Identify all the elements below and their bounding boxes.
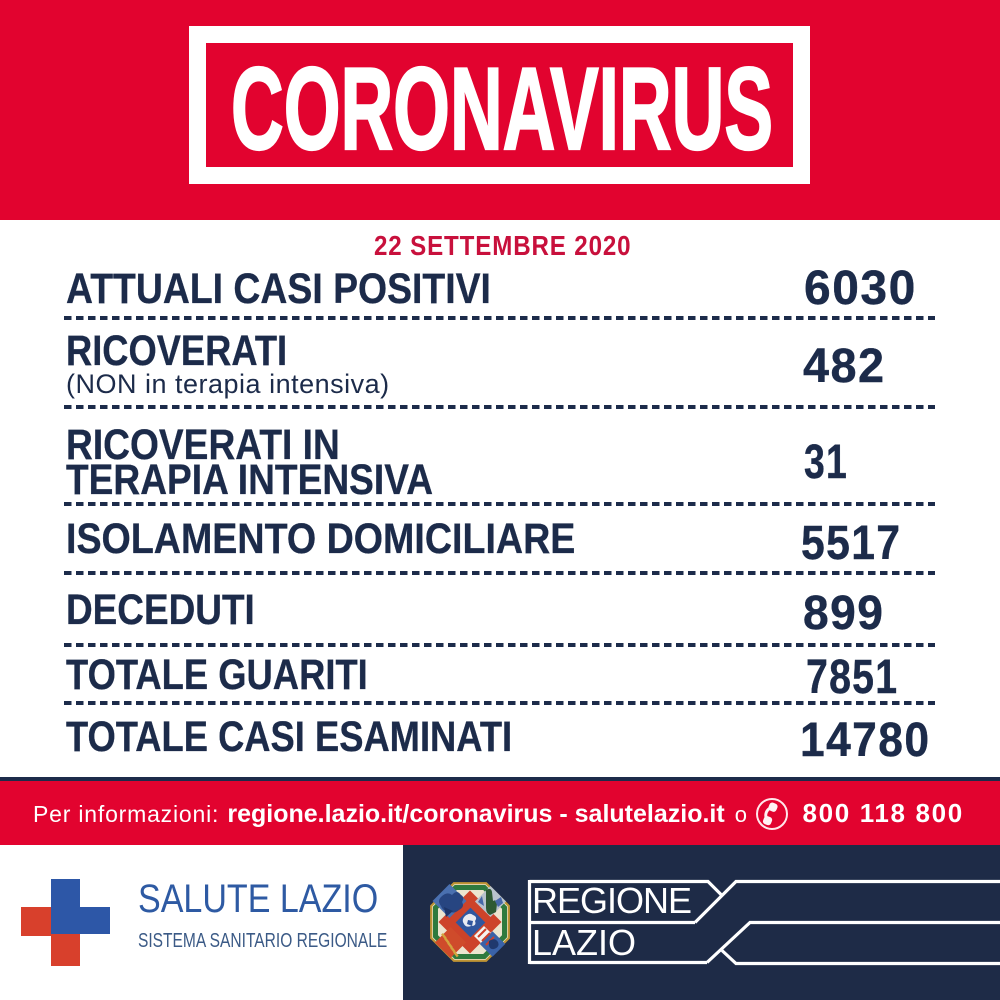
svg-text:LAZIO: LAZIO — [532, 922, 636, 963]
svg-text:REGIONE: REGIONE — [532, 880, 692, 921]
